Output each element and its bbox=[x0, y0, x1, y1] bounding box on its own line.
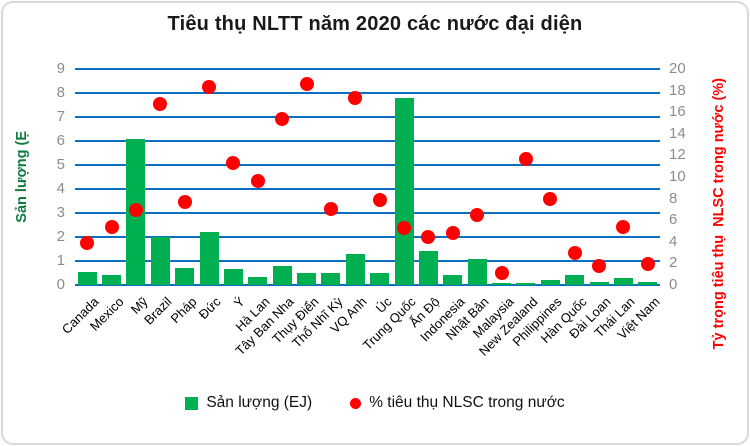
left-axis-tick-5: 5 bbox=[56, 156, 65, 173]
bar-vq-anh[interactable] bbox=[345, 253, 365, 285]
gridline-8 bbox=[75, 92, 660, 94]
dot-tây-ban-nha[interactable] bbox=[275, 111, 290, 126]
bar-tây-ban-nha[interactable] bbox=[272, 265, 292, 285]
right-axis-tick-16: 16 bbox=[669, 103, 686, 121]
right-axis-tick-10: 10 bbox=[669, 168, 686, 185]
dot-việt-nam[interactable] bbox=[640, 257, 655, 272]
dot-malaysia[interactable] bbox=[494, 266, 509, 281]
dot-úc[interactable] bbox=[372, 192, 387, 207]
gridline-7 bbox=[75, 116, 660, 118]
gridline-0 bbox=[75, 284, 660, 286]
dot-thái-lan[interactable] bbox=[616, 219, 631, 234]
dot-ấn-độ[interactable] bbox=[421, 230, 436, 245]
dot-new-zealand[interactable] bbox=[518, 151, 533, 166]
bar-nhật-bản[interactable] bbox=[467, 258, 487, 285]
bar-ấn-độ[interactable] bbox=[418, 251, 438, 285]
left-axis-title: Sản lượng (Ẹ bbox=[10, 69, 34, 285]
gridline-5 bbox=[75, 164, 660, 166]
left-axis-tick-8: 8 bbox=[56, 84, 65, 101]
dot-đức[interactable] bbox=[202, 80, 217, 95]
dot-thổ-nhĩ-kỳ[interactable] bbox=[323, 202, 338, 217]
dot-đài-loan[interactable] bbox=[592, 258, 607, 273]
right-axis-tick-14: 14 bbox=[669, 124, 686, 142]
dot-hàn-quốc[interactable] bbox=[567, 245, 582, 260]
left-axis-tick-9: 9 bbox=[56, 60, 65, 77]
bar-ý[interactable] bbox=[223, 269, 243, 285]
bar-indonesia[interactable] bbox=[443, 275, 463, 285]
chart-title: Tiêu thụ NLTT năm 2020 các nước đại diện bbox=[167, 13, 583, 35]
dot-trung-quốc[interactable] bbox=[397, 220, 412, 235]
left-axis-tick-6: 6 bbox=[56, 132, 65, 149]
right-axis-tick-12: 12 bbox=[669, 146, 686, 164]
gridline-9 bbox=[75, 68, 660, 70]
bar-thụy-điển[interactable] bbox=[297, 273, 317, 285]
bar-philippines[interactable] bbox=[540, 280, 560, 285]
bar-series-swatch-icon bbox=[185, 396, 199, 410]
dot-ý[interactable] bbox=[226, 155, 241, 170]
right-axis-tick-4: 4 bbox=[669, 232, 678, 250]
bar-thái-lan[interactable] bbox=[613, 277, 633, 285]
gridline-1 bbox=[75, 260, 660, 262]
dot-pháp[interactable] bbox=[177, 194, 192, 209]
bar-mexico[interactable] bbox=[102, 275, 122, 285]
dot-philippines[interactable] bbox=[543, 191, 558, 206]
bar-malaysia[interactable] bbox=[492, 282, 512, 285]
left-axis-tick-2: 2 bbox=[56, 228, 65, 245]
bar-úc[interactable] bbox=[370, 273, 390, 285]
right-axis-tick-0: 0 bbox=[669, 276, 678, 293]
right-axis-tick-6: 6 bbox=[669, 211, 678, 229]
left-axis-title-text: Sản lượng (Ẹ bbox=[14, 131, 30, 223]
left-axis-tick-1: 1 bbox=[56, 252, 65, 269]
left-axis-tick-0: 0 bbox=[56, 276, 65, 293]
legend: Sản lượng (EJ) % tiêu thụ NLSC trong nướ… bbox=[0, 394, 750, 412]
left-axis-tick-3: 3 bbox=[56, 204, 65, 221]
dot-nhật-bản[interactable] bbox=[470, 207, 485, 222]
legend-dot-label: % tiêu thụ NLSC trong nước bbox=[369, 394, 565, 411]
bar-việt-nam[interactable] bbox=[638, 281, 658, 285]
left-axis-tick-4: 4 bbox=[56, 180, 65, 197]
bar-pháp[interactable] bbox=[175, 268, 195, 285]
legend-bar-label: Sản lượng (EJ) bbox=[206, 394, 313, 411]
dot-series-swatch-icon bbox=[350, 397, 362, 409]
right-axis-title: Tỷ trọng tiêu thụ NLSC trong nước (%) bbox=[706, 38, 732, 390]
legend-item-production[interactable]: Sản lượng (EJ) bbox=[185, 394, 312, 412]
bar-new-zealand[interactable] bbox=[516, 282, 536, 285]
bar-hàn-quốc[interactable] bbox=[565, 275, 585, 285]
dot-brazil[interactable] bbox=[153, 96, 168, 111]
gridline-4 bbox=[75, 188, 660, 190]
dot-hà-lan[interactable] bbox=[250, 174, 265, 189]
legend-item-share[interactable]: % tiêu thụ NLSC trong nước bbox=[350, 394, 565, 412]
bar-đức[interactable] bbox=[199, 232, 219, 285]
bar-thổ-nhĩ-kỳ[interactable] bbox=[321, 273, 341, 285]
right-axis-tick-20: 20 bbox=[669, 60, 686, 77]
right-axis-tick-18: 18 bbox=[669, 81, 686, 99]
bar-canada[interactable] bbox=[77, 271, 97, 285]
gridline-6 bbox=[75, 140, 660, 142]
right-axis-tick-2: 2 bbox=[669, 254, 678, 272]
dot-vq-anh[interactable] bbox=[348, 91, 363, 106]
gridline-2 bbox=[75, 236, 660, 238]
bar-trung-quốc[interactable] bbox=[394, 97, 414, 285]
bar-brazil[interactable] bbox=[150, 237, 170, 285]
left-axis-tick-7: 7 bbox=[56, 108, 65, 125]
dot-canada[interactable] bbox=[80, 235, 95, 250]
bar-đài-loan[interactable] bbox=[589, 281, 609, 285]
dot-mỹ[interactable] bbox=[128, 203, 143, 218]
bar-hà-lan[interactable] bbox=[248, 276, 268, 285]
right-axis-title-text: Tỷ trọng tiêu thụ NLSC trong nước (%) bbox=[711, 78, 727, 350]
gridline-3 bbox=[75, 212, 660, 214]
dot-mexico[interactable] bbox=[104, 219, 119, 234]
right-axis-tick-8: 8 bbox=[669, 189, 678, 207]
dot-indonesia[interactable] bbox=[445, 226, 460, 241]
dot-thụy-điển[interactable] bbox=[299, 77, 314, 92]
